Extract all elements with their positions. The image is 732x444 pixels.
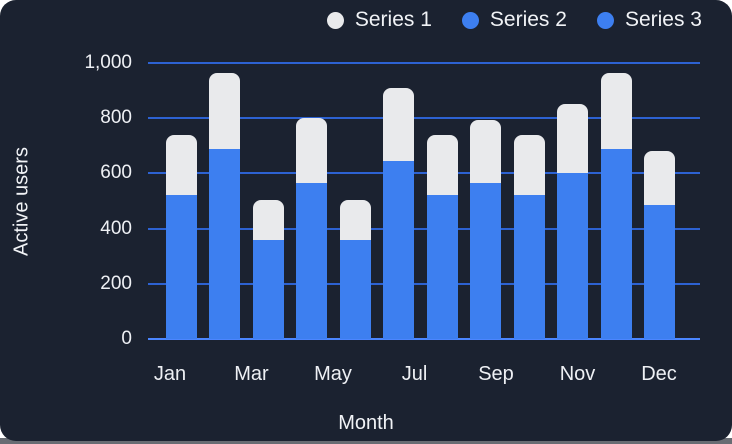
x-tick-label-sep: Sep — [478, 363, 514, 385]
y-tick-label: 1,000 — [84, 52, 132, 73]
bar-jun — [383, 87, 414, 339]
gridline-400 — [148, 227, 700, 230]
bar-oct — [557, 104, 588, 339]
legend-dot-icon — [461, 11, 479, 29]
gridline-1000 — [148, 62, 700, 64]
legend-item-label: Series 2 — [489, 8, 567, 31]
gridline-600 — [148, 172, 700, 175]
x-axis-tick-labels: Jan Mar May Jul Sep Nov Dec — [148, 363, 700, 389]
legend-item-series-3[interactable]: Series 3 — [596, 8, 702, 32]
legend-item-series-2[interactable]: Series 2 — [461, 8, 567, 32]
bar-may — [339, 199, 371, 339]
bar-dec — [644, 151, 675, 339]
bar-segment-series2-series3 — [513, 195, 545, 339]
bar-feb — [209, 72, 240, 339]
bar-segment-series2-series3 — [426, 195, 458, 339]
gridline-200 — [148, 282, 700, 285]
legend-dot-icon — [326, 11, 344, 29]
legend: Series 1 Series 2 Series 3 — [326, 8, 702, 32]
y-tick-label: 400 — [100, 217, 132, 239]
bar-segment-series2-series3 — [252, 239, 284, 339]
bar-segment-series2-series3 — [644, 205, 675, 339]
y-tick-label: 600 — [100, 162, 132, 184]
y-tick-label: 200 — [100, 272, 132, 294]
gridline-800 — [148, 117, 700, 120]
bar-jan — [165, 134, 197, 339]
x-tick-label-jul: Jul — [401, 363, 428, 385]
x-tick-label-nov: Nov — [559, 363, 596, 385]
bar-jul — [426, 134, 458, 339]
backdrop-strip — [0, 438, 732, 444]
plot-area — [148, 62, 700, 340]
bar-nov — [600, 72, 632, 339]
bar-aug — [470, 119, 501, 339]
x-tick-label-may: May — [314, 363, 352, 385]
y-tick-label: 800 — [100, 107, 132, 129]
legend-item-label: Series 1 — [354, 8, 432, 31]
bar-segment-series2-series3 — [339, 239, 371, 339]
bar-mar — [252, 199, 284, 339]
x-tick-label-dec: Dec — [641, 363, 677, 385]
x-axis-line — [148, 338, 700, 340]
bar-segment-series2-series3 — [296, 183, 327, 339]
y-axis-tick-labels: 1,000 800 600 400 200 0 — [0, 52, 132, 349]
x-tick-label-jan: Jan — [153, 363, 187, 385]
bar-segment-series2-series3 — [600, 148, 632, 339]
bar-segment-series2-series3 — [383, 160, 414, 339]
y-tick-label: 0 — [121, 328, 132, 349]
bar-apr — [296, 118, 327, 339]
bar-sep — [513, 134, 545, 339]
x-tick-label-mar: Mar — [234, 363, 269, 385]
x-axis-title: Month — [338, 412, 394, 434]
bar-segment-series2-series3 — [209, 148, 240, 339]
bar-segment-series2-series3 — [470, 183, 501, 339]
legend-item-label: Series 3 — [624, 8, 702, 31]
bar-segment-series2-series3 — [557, 173, 588, 339]
bar-segment-series2-series3 — [165, 195, 197, 339]
legend-item-series-1[interactable]: Series 1 — [326, 8, 432, 32]
legend-dot-icon — [596, 11, 614, 29]
